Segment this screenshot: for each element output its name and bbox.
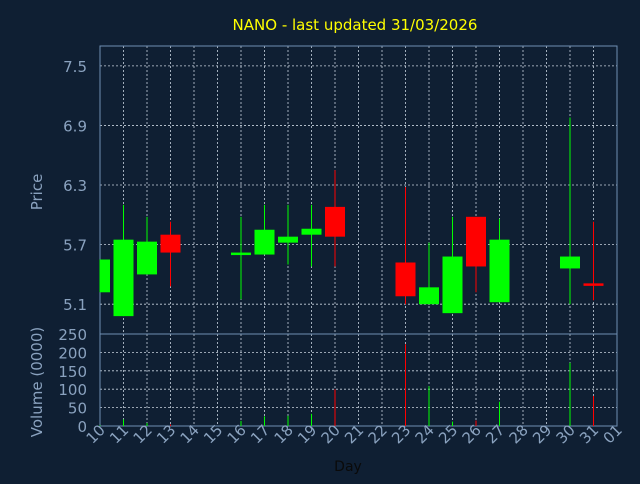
x-axis: 1011121314151617181920212223242526272829… <box>83 421 626 447</box>
candle-body-day-25 <box>442 256 463 314</box>
chart-title: NANO - last updated 31/03/2026 <box>233 16 478 34</box>
candle-body-day-19 <box>301 228 322 235</box>
volume-plot-border <box>99 333 618 427</box>
volume-tick-label: 50 <box>68 400 87 418</box>
price-tick-label: 6.3 <box>63 177 87 195</box>
candle-body-day-24 <box>419 287 439 305</box>
price-panel: 5.1 5.7 6.3 6.9 7.5 Price <box>28 45 618 335</box>
x-axis-label: Day <box>334 459 362 475</box>
candle-body-day-18 <box>278 236 298 243</box>
volume-tick-label: 150 <box>58 363 87 381</box>
candle-body-day-17 <box>254 229 275 255</box>
candle-body-day-31 <box>583 283 604 286</box>
candle-body-day-12 <box>137 241 157 275</box>
candle-body-day-13 <box>160 234 181 253</box>
price-tick-label: 5.7 <box>63 237 87 255</box>
candle-body-day-30 <box>560 256 580 269</box>
price-tick-label: 7.5 <box>63 58 87 76</box>
price-tick-label: 6.9 <box>63 117 87 135</box>
price-tick-label: 5.1 <box>63 296 87 314</box>
volume-tick-label: 100 <box>58 381 87 399</box>
candle-body-day-11 <box>113 239 134 317</box>
candle-body-day-20 <box>325 206 345 237</box>
volume-tick-label: 0 <box>77 418 87 436</box>
volume-axis-label: Volume (0000) <box>28 327 46 437</box>
candle-body-day-23 <box>395 262 416 297</box>
volume-tick-label: 250 <box>58 326 87 344</box>
volume-tick-label: 200 <box>58 344 87 362</box>
price-axis-label: Price <box>28 174 46 211</box>
candle-body-day-16 <box>231 252 251 256</box>
candle-body-day-27 <box>489 239 510 303</box>
candle-body-day-26 <box>466 216 486 267</box>
candle-body-day-10 <box>100 259 110 293</box>
